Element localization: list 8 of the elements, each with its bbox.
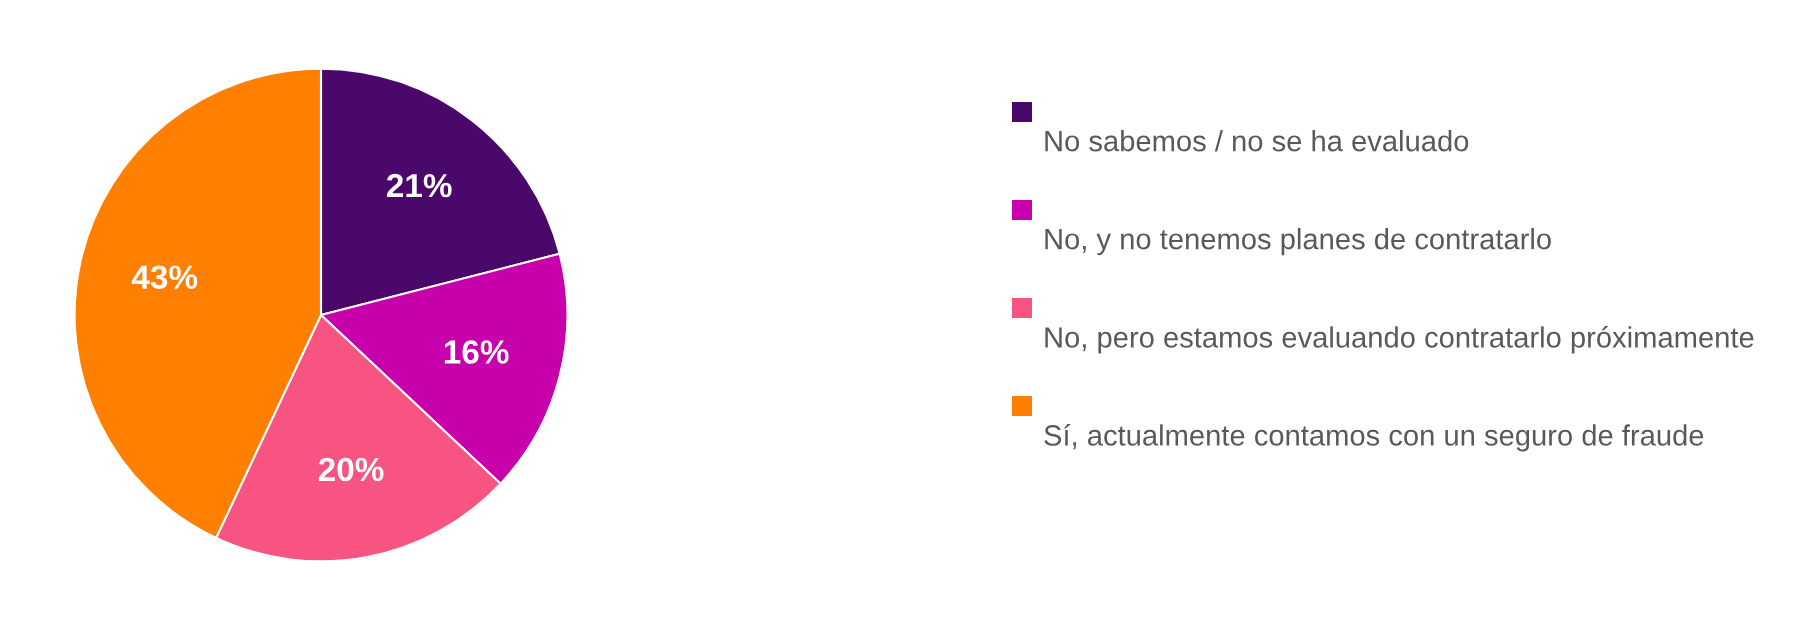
data-label: 20% [318, 457, 384, 482]
legend-label: No, pero estamos evaluando contratarlo próximamente [1045, 326, 1754, 354]
legend-label: No, y no tenemos planes de contratarlo [1045, 228, 1551, 256]
data-label: 43% [131, 265, 198, 290]
legend-label: No sabemos / no se ha evaluado [1045, 130, 1469, 152]
data-label: 16% [444, 340, 509, 364]
legend-label: Sí, actualmente contamos con un seguro de fraude [1044, 424, 1704, 452]
data-label: 21% [386, 173, 452, 198]
